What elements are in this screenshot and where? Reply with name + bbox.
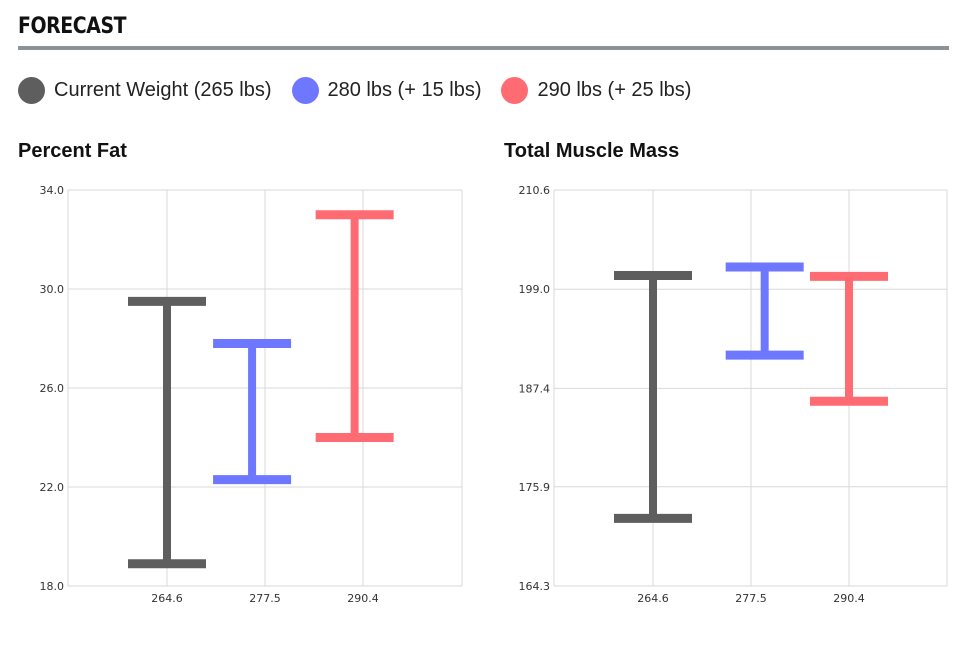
legend-item-290: 290 lbs (+ 25 lbs) xyxy=(501,76,692,104)
legend-label-290: 290 lbs (+ 25 lbs) xyxy=(537,78,692,101)
legend-dot-current xyxy=(18,76,45,104)
chart-title-muscle-mass: Total Muscle Mass xyxy=(504,140,680,162)
chart-title-percent-fat: Percent Fat xyxy=(18,140,127,162)
legend-item-current: Current Weight (265 lbs) xyxy=(18,76,272,104)
y-tick-label: 18.0 xyxy=(40,580,65,593)
forecast-header: FORECAST xyxy=(18,8,949,50)
y-tick-label: 30.0 xyxy=(40,283,65,296)
x-tick-label: 290.4 xyxy=(347,592,379,605)
legend: Current Weight (265 lbs) 280 lbs (+ 15 l… xyxy=(18,76,711,104)
x-tick-label: 277.5 xyxy=(249,592,281,605)
y-tick-label: 26.0 xyxy=(40,382,65,395)
y-tick-label: 34.0 xyxy=(40,184,65,197)
error-bar-0 xyxy=(128,296,206,569)
legend-dot-280 xyxy=(291,76,319,104)
x-tick-label: 264.6 xyxy=(151,592,183,605)
legend-label-280: 280 lbs (+ 15 lbs) xyxy=(327,78,482,101)
legend-label-current: Current Weight (265 lbs) xyxy=(54,78,272,101)
page-title: FORECAST xyxy=(18,14,127,39)
error-bar-1 xyxy=(213,338,292,485)
y-tick-label: 22.0 xyxy=(40,481,65,494)
legend-dot-290 xyxy=(501,76,529,104)
error-bar-2 xyxy=(315,210,394,442)
legend-item-280: 280 lbs (+ 15 lbs) xyxy=(291,76,482,104)
